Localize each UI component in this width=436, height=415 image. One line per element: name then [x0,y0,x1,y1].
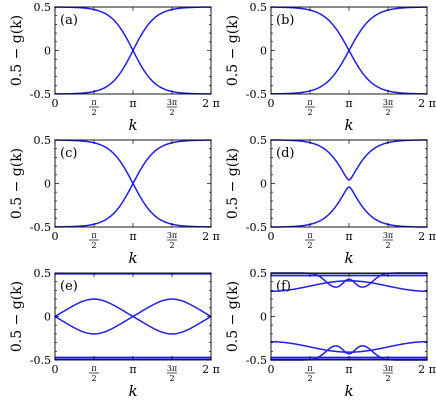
series-line-2 [270,6,428,95]
x-tick-label-num: π [91,364,96,373]
x-tick-label-den: 2 [385,241,390,250]
plot-frame [270,272,428,361]
x-tick-label: 2 π [202,363,220,376]
panel-label: (f) [276,279,291,294]
y-tick-label: 0 [44,311,51,324]
x-tick-label-num: 3π [167,231,177,240]
x-tick-label-num: π [307,98,312,107]
series-line-2 [54,139,212,228]
x-tick-label: 2 π [202,230,220,243]
y-axis-label: 0.5 − g(k) [225,148,241,219]
series-line-2 [54,298,212,335]
y-tick-label: -0.5 [30,88,51,101]
y-tick-label: -0.5 [246,88,267,101]
y-tick-label: 0.5 [250,134,268,147]
x-tick-label-num: 3π [383,98,393,107]
panel-label: (b) [276,13,294,28]
series-line-4 [270,340,428,353]
x-tick-label-num: 3π [167,364,177,373]
y-tick-label: -0.5 [246,354,267,367]
y-tick-label: 0 [260,45,267,58]
panel-label: (c) [60,146,77,161]
y-tick-label: 0.5 [250,267,268,280]
x-tick-label-den: 2 [307,241,312,250]
x-tick-label-den: 2 [169,374,174,383]
y-axis-label: 0.5 − g(k) [225,15,241,86]
x-axis-label: k [344,249,353,267]
x-axis-label: k [128,116,137,134]
series-line-2 [270,186,428,228]
series-line-2 [270,280,428,293]
y-tick-label: 0 [44,45,51,58]
y-tick-label: 0.5 [250,1,268,14]
x-tick-label: 2 π [418,97,436,110]
x-tick-label-num: π [307,231,312,240]
x-tick-label: 0 [52,230,59,243]
y-tick-label: 0.5 [34,267,52,280]
series-line-2 [54,6,212,95]
x-tick-label: π [129,363,136,376]
x-tick-label-num: π [91,98,96,107]
x-tick-label-den: 2 [169,108,174,117]
y-tick-label: -0.5 [246,221,267,234]
x-tick-label-num: π [91,231,96,240]
x-tick-label-den: 2 [307,374,312,383]
x-tick-label: 0 [268,230,275,243]
y-axis-label: 0.5 − g(k) [9,148,25,219]
x-axis-label: k [344,116,353,134]
x-axis-label: k [344,382,353,400]
panel-label: (d) [276,146,294,161]
x-tick-label: 0 [268,97,275,110]
y-tick-label: 0.5 [34,1,52,14]
x-axis-label: k [128,382,137,400]
x-tick-label: π [129,97,136,110]
x-tick-label-den: 2 [169,241,174,250]
x-tick-label-num: 3π [383,231,393,240]
x-tick-label-den: 2 [307,108,312,117]
y-axis-label: 0.5 − g(k) [225,281,241,352]
x-tick-label-num: 3π [383,364,393,373]
x-axis-label: k [128,249,137,267]
panel-label: (a) [60,13,78,28]
x-tick-label: π [129,230,136,243]
y-axis-label: 0.5 − g(k) [9,281,25,352]
x-tick-label-den: 2 [91,241,96,250]
y-tick-label: 0.5 [34,134,52,147]
y-tick-label: -0.5 [30,221,51,234]
y-tick-label: -0.5 [30,354,51,367]
x-tick-label-den: 2 [91,374,96,383]
series-line-1 [270,139,428,181]
x-tick-label: π [345,363,352,376]
x-tick-label-num: 3π [167,98,177,107]
x-tick-label-den: 2 [385,108,390,117]
y-axis-label: 0.5 − g(k) [9,15,25,86]
x-tick-label: 2 π [202,97,220,110]
x-tick-label: 2 π [418,230,436,243]
x-tick-label: 0 [52,97,59,110]
y-tick-label: 0 [44,178,51,191]
x-tick-label: 0 [268,363,275,376]
x-tick-label-num: π [307,364,312,373]
panel-label: (e) [60,279,78,294]
x-tick-label: π [345,97,352,110]
y-tick-label: 0 [260,311,267,324]
x-tick-label: 2 π [418,363,436,376]
y-tick-label: 0 [260,178,267,191]
x-tick-label: π [345,230,352,243]
x-tick-label-den: 2 [91,108,96,117]
x-tick-label: 0 [52,363,59,376]
x-tick-label-den: 2 [385,374,390,383]
